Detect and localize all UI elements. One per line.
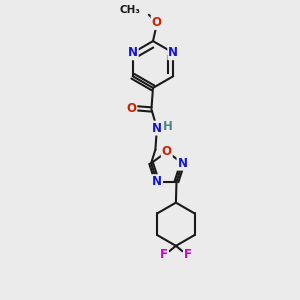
- Text: CH₃: CH₃: [120, 4, 141, 15]
- Text: N: N: [178, 157, 188, 170]
- Text: N: N: [152, 122, 162, 135]
- Text: O: O: [162, 145, 172, 158]
- Text: N: N: [128, 46, 138, 59]
- Text: O: O: [152, 16, 162, 29]
- Text: F: F: [160, 248, 168, 261]
- Text: F: F: [184, 248, 192, 261]
- Text: N: N: [152, 175, 162, 188]
- Text: H: H: [164, 120, 173, 133]
- Text: O: O: [126, 101, 136, 115]
- Text: N: N: [168, 46, 178, 59]
